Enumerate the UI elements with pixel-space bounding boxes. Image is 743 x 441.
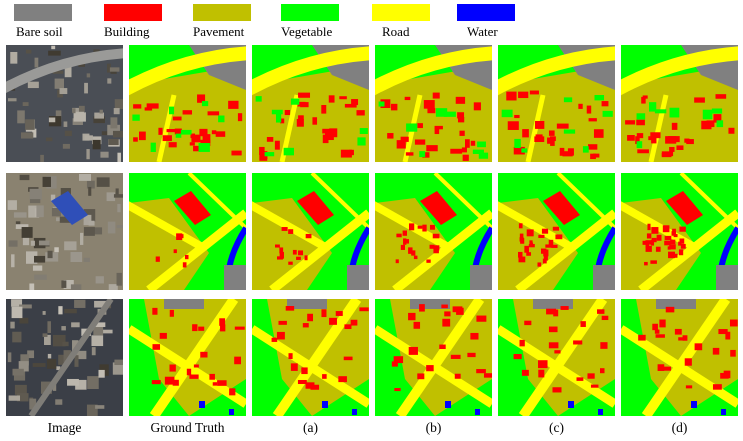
legend-label-pavement: Pavement bbox=[193, 24, 245, 39]
column-label-b: (b) bbox=[425, 420, 442, 435]
legend-swatch-bare-soil bbox=[14, 4, 72, 21]
tile-row-1-b bbox=[375, 45, 492, 162]
tile-row-2-a bbox=[252, 173, 369, 290]
tile-row-1-ground-truth bbox=[129, 45, 246, 162]
column-label-a: (a) bbox=[303, 420, 318, 435]
tile-row-2-ground-truth bbox=[129, 173, 246, 290]
aerial-photo bbox=[6, 45, 123, 162]
tile-row-1-c bbox=[498, 45, 615, 162]
tile-row-1-d bbox=[621, 45, 738, 162]
segmentation-map bbox=[621, 173, 738, 290]
tile-row-3-a bbox=[252, 299, 369, 416]
segmentation-map bbox=[498, 299, 615, 416]
legend-swatch-vegetable bbox=[281, 4, 339, 21]
legend-label-water: Water bbox=[467, 24, 498, 39]
legend-label-bare-soil: Bare soil bbox=[16, 24, 63, 39]
segmentation-map bbox=[498, 173, 615, 290]
tile-row-2-image bbox=[6, 173, 123, 290]
segmentation-map bbox=[498, 45, 615, 162]
segmentation-map bbox=[129, 299, 246, 416]
segmentation-map bbox=[621, 45, 738, 162]
tile-row-1-a bbox=[252, 45, 369, 162]
legend-swatch-road bbox=[372, 4, 430, 21]
tile-row-3-c bbox=[498, 299, 615, 416]
segmentation-map bbox=[129, 45, 246, 162]
aerial-photo bbox=[6, 173, 123, 290]
tile-row-2-b bbox=[375, 173, 492, 290]
segmentation-map bbox=[621, 299, 738, 416]
tile-row-3-ground-truth bbox=[129, 299, 246, 416]
tile-row-2-d bbox=[621, 173, 738, 290]
segmentation-map bbox=[375, 173, 492, 290]
segmentation-map bbox=[129, 173, 246, 290]
tile-row-3-d bbox=[621, 299, 738, 416]
segmentation-map bbox=[252, 299, 369, 416]
aerial-photo bbox=[6, 299, 123, 416]
column-label-image: Image bbox=[47, 420, 82, 435]
tile-row-1-image bbox=[6, 45, 123, 162]
legend-label-vegetable: Vegetable bbox=[281, 24, 333, 39]
tile-row-3-image bbox=[6, 299, 123, 416]
column-label-ground-truth: Ground Truth bbox=[150, 420, 225, 435]
segmentation-map bbox=[252, 45, 369, 162]
tile-row-3-b bbox=[375, 299, 492, 416]
legend-label-building: Building bbox=[104, 24, 150, 39]
legend-label-road: Road bbox=[382, 24, 410, 39]
legend-swatch-water bbox=[457, 4, 515, 21]
column-label-d: (d) bbox=[671, 420, 688, 435]
segmentation-map bbox=[375, 299, 492, 416]
tile-row-2-c bbox=[498, 173, 615, 290]
column-label-c: (c) bbox=[549, 420, 564, 435]
segmentation-map bbox=[252, 173, 369, 290]
segmentation-map bbox=[375, 45, 492, 162]
legend-swatch-building bbox=[104, 4, 162, 21]
legend-swatch-pavement bbox=[193, 4, 251, 21]
